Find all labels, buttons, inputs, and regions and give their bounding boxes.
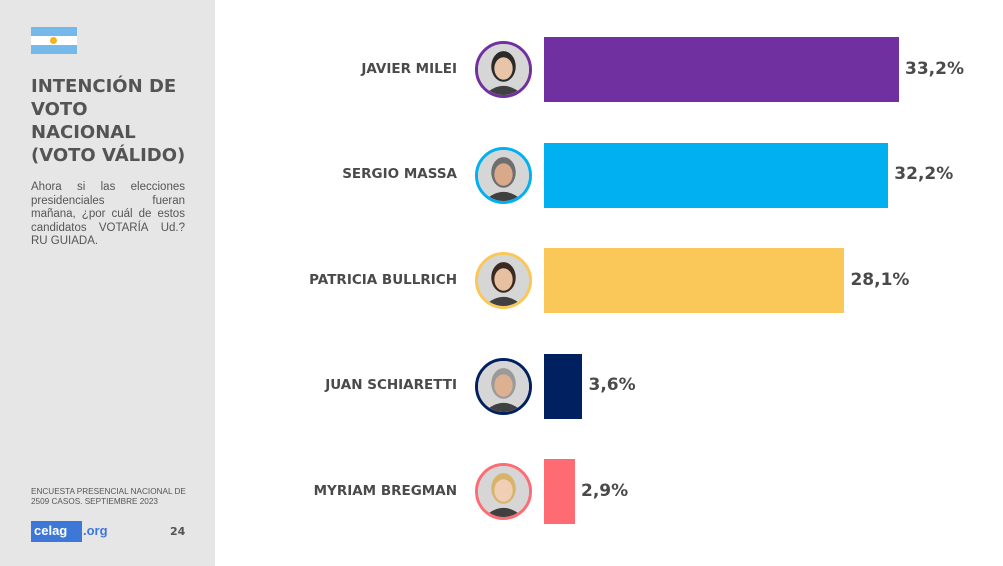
vote-percentage-label: 32,2%: [894, 164, 954, 184]
candidate-name: PATRICIA BULLRICH: [309, 271, 457, 288]
survey-source-note: ENCUESTA PRESENCIAL NACIONAL DE 2509 CAS…: [31, 487, 201, 506]
page-title: INTENCIÓN DE VOTO NACIONAL (VOTO VÁLIDO): [31, 75, 201, 167]
source-line: 2509 CASOS. SEPTIEMBRE 2023: [31, 496, 158, 506]
vote-percentage-label: 3,6%: [588, 375, 636, 395]
vote-percentage-label: 33,2%: [905, 58, 964, 79]
vote-bar: [544, 353, 583, 419]
title-line: VOTO: [31, 99, 88, 120]
candidate-name: JUAN SCHIARETTI: [325, 377, 457, 393]
title-line: NACIONAL: [31, 122, 136, 143]
page-number: 24: [170, 525, 186, 538]
candidate-portrait: [474, 463, 532, 520]
vote-bar: [544, 37, 899, 102]
candidate-name: SERGIO MASSA: [342, 166, 457, 182]
question-line: presidenciales fueran: [31, 194, 185, 207]
question-line: candidatos VOTARÍA Ud.?: [31, 221, 185, 234]
logo-suffix: .org: [83, 523, 108, 538]
question-line: mañana, ¿por cuál de estos: [31, 208, 185, 220]
argentina-flag-icon: [31, 27, 77, 54]
question-line: Ahora si las elecciones: [31, 181, 185, 193]
vote-bar: [544, 459, 575, 524]
vote-bar: [544, 248, 845, 313]
candidate-portrait: [474, 252, 532, 309]
candidate-name: MYRIAM BREGMAN: [313, 482, 457, 499]
title-line: INTENCIÓN DE: [31, 76, 177, 97]
logo-main: celag: [31, 521, 82, 542]
vote-percentage-label: 2,9%: [581, 480, 629, 501]
candidate-portrait: [474, 357, 532, 415]
celag-logo: celag .org: [31, 521, 108, 542]
sidebar-panel: INTENCIÓN DE VOTO NACIONAL (VOTO VÁLIDO)…: [0, 0, 215, 566]
candidate-portrait: [474, 146, 532, 204]
survey-question: Ahora si las elecciones presidenciales fuera…: [31, 181, 185, 249]
candidate-portrait: [474, 41, 532, 98]
source-line: ENCUESTA PRESENCIAL NACIONAL DE: [31, 487, 186, 496]
vote-percentage-label: 28,1%: [850, 269, 910, 290]
candidate-name: JAVIER MILEI: [361, 60, 457, 77]
question-line: RU GUIADA.: [31, 235, 99, 247]
vote-bar: [544, 142, 889, 208]
title-line: (VOTO VÁLIDO): [31, 145, 186, 166]
